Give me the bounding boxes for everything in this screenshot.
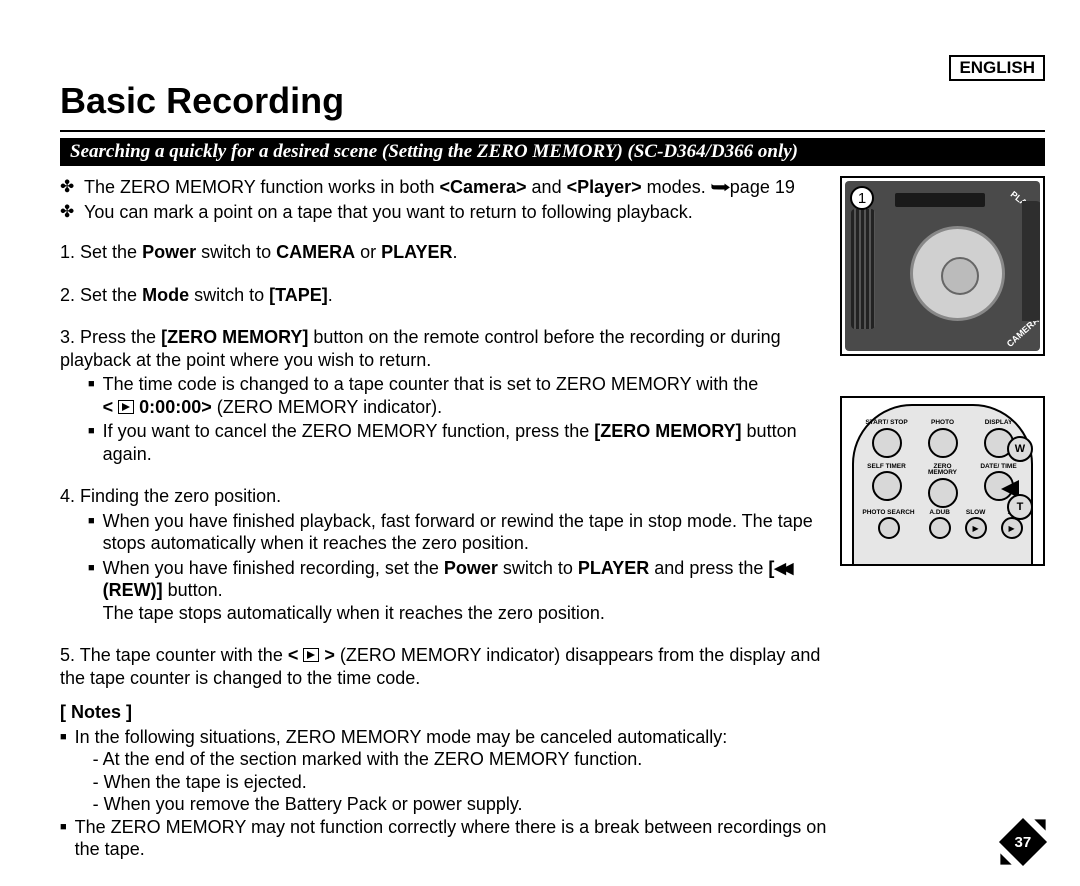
zero-memory-label: [ZERO MEMORY] — [594, 421, 741, 441]
arrow-right-icon: ➥ — [710, 176, 731, 199]
remote-button-icon — [878, 517, 900, 539]
remote-label: A.DUB — [929, 510, 950, 517]
remote-button-icon: ▶ — [1001, 517, 1023, 539]
square-bullet-icon: ■ — [88, 510, 95, 555]
figure-remote-control: START/ STOP PHOTO DISPLAY SELF TIMER ZER… — [840, 396, 1045, 566]
play-icon — [118, 400, 134, 414]
remote-button-icon — [928, 478, 958, 508]
timer-value: 0:00:00> — [134, 397, 212, 417]
step-text: Set the — [80, 242, 142, 262]
note-text: - When the tape is ejected. — [93, 772, 307, 792]
diamond-bullet-icon: ✤ — [60, 201, 78, 223]
camera-label: CAMERA — [276, 242, 355, 262]
notes-heading: [ Notes ] — [60, 701, 830, 724]
figure-number-badge: 1 — [850, 186, 874, 210]
rewind-icon: ◀◀ — [774, 560, 789, 579]
step-number: 4. — [60, 486, 75, 506]
step-text: The tape stops automatically when it rea… — [103, 603, 605, 623]
remote-label: DISPLAY — [985, 420, 1013, 427]
remote-label: ZERO MEMORY — [920, 464, 966, 477]
remote-label: START/ STOP — [865, 420, 907, 427]
step-text: switch to — [498, 558, 578, 578]
step-text: button. — [163, 580, 223, 600]
step-text: The time code is changed to a tape count… — [103, 374, 759, 394]
step-text: The tape counter with the — [80, 645, 288, 665]
square-bullet-icon: ■ — [88, 420, 95, 465]
step-text: Finding the zero position. — [80, 486, 281, 506]
note-text: The ZERO MEMORY may not function correct… — [75, 816, 830, 861]
step-text: switch to — [196, 242, 276, 262]
zoom-wide-button-icon: W — [1007, 436, 1033, 462]
player-label: PLAYER — [578, 558, 649, 578]
step-text: Press the — [80, 327, 161, 347]
zero-memory-label: [ZERO MEMORY] — [161, 327, 308, 347]
body-text: ✤ The ZERO MEMORY function works in both… — [60, 176, 830, 861]
step-number: 2. — [60, 285, 75, 305]
intro-text: modes. — [642, 177, 711, 197]
remote-button-icon — [929, 517, 951, 539]
player-label: PLAYER — [381, 242, 452, 262]
step-text: When you have finished playback, fast fo… — [103, 510, 830, 555]
remote-button-icon — [928, 428, 958, 458]
mode-label: Mode — [142, 285, 189, 305]
tape-label: [TAPE] — [269, 285, 328, 305]
step-text: . — [328, 285, 333, 305]
power-dial-icon — [910, 226, 1005, 321]
note-text: - At the end of the section marked with … — [93, 749, 643, 769]
remote-button-icon: ▶ — [965, 517, 987, 539]
step-number: 3. — [60, 327, 75, 347]
language-badge: ENGLISH — [949, 55, 1045, 81]
rew-label: (REW)] — [103, 580, 163, 600]
intro-text: The ZERO MEMORY function works in both — [84, 177, 439, 197]
remote-label: DATE/ TIME — [980, 464, 1016, 471]
diamond-bullet-icon: ✤ — [60, 176, 78, 198]
step-text: and press the — [649, 558, 768, 578]
remote-button-icon — [872, 428, 902, 458]
step-text: switch to — [189, 285, 269, 305]
player-mode-label: <Player> — [567, 177, 642, 197]
figure-power-switch: 1 PLAYER CAMERA — [840, 176, 1045, 356]
page-title: Basic Recording — [60, 80, 1045, 122]
zoom-tele-button-icon: T — [1007, 494, 1033, 520]
remote-label: PHOTO SEARCH — [862, 510, 914, 517]
title-rule — [60, 130, 1045, 132]
remote-label: SELF TIMER — [867, 464, 906, 471]
step-text: Set the — [80, 285, 142, 305]
remote-button-icon — [872, 471, 902, 501]
remote-label: SLOW — [966, 510, 986, 517]
square-bullet-icon: ■ — [88, 557, 95, 625]
step-text: or — [355, 242, 381, 262]
step-text: If you want to cancel the ZERO MEMORY fu… — [103, 421, 595, 441]
square-bullet-icon: ■ — [60, 816, 67, 861]
note-text: In the following situations, ZERO MEMORY… — [75, 727, 728, 747]
remote-label: PHOTO — [931, 420, 954, 427]
step-text: (ZERO MEMORY indicator). — [212, 397, 442, 417]
power-label: Power — [142, 242, 196, 262]
square-bullet-icon: ■ — [88, 373, 95, 418]
step-text: . — [453, 242, 458, 262]
intro-text: and — [527, 177, 567, 197]
step-number: 1. — [60, 242, 75, 262]
step-number: 5. — [60, 645, 75, 665]
camera-mode-label: <Camera> — [439, 177, 526, 197]
square-bullet-icon: ■ — [60, 726, 67, 816]
step-text: When you have finished recording, set th… — [103, 558, 444, 578]
play-icon — [303, 648, 319, 662]
page-number: 37 — [1015, 833, 1032, 850]
power-label: Power — [444, 558, 498, 578]
note-text: - When you remove the Battery Pack or po… — [93, 794, 523, 814]
page-ref: page 19 — [730, 177, 795, 197]
section-heading: Searching a quickly for a desired scene … — [60, 138, 1045, 166]
intro-text: You can mark a point on a tape that you … — [84, 201, 693, 224]
